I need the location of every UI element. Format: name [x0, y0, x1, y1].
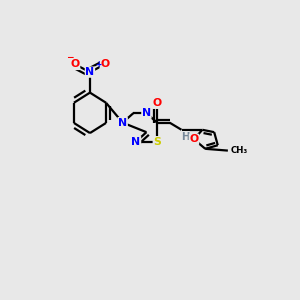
Text: N: N [142, 108, 151, 118]
Text: CH₃: CH₃ [230, 146, 248, 155]
Text: −: − [66, 53, 73, 62]
Text: O: O [100, 59, 110, 69]
Text: S: S [153, 137, 161, 147]
Text: N: N [118, 118, 127, 128]
Text: O: O [153, 98, 162, 108]
Text: O: O [189, 134, 199, 144]
Text: N: N [131, 137, 141, 147]
Text: O: O [70, 59, 80, 69]
Text: +: + [95, 60, 102, 69]
Text: H: H [181, 132, 189, 142]
Text: N: N [85, 67, 94, 77]
